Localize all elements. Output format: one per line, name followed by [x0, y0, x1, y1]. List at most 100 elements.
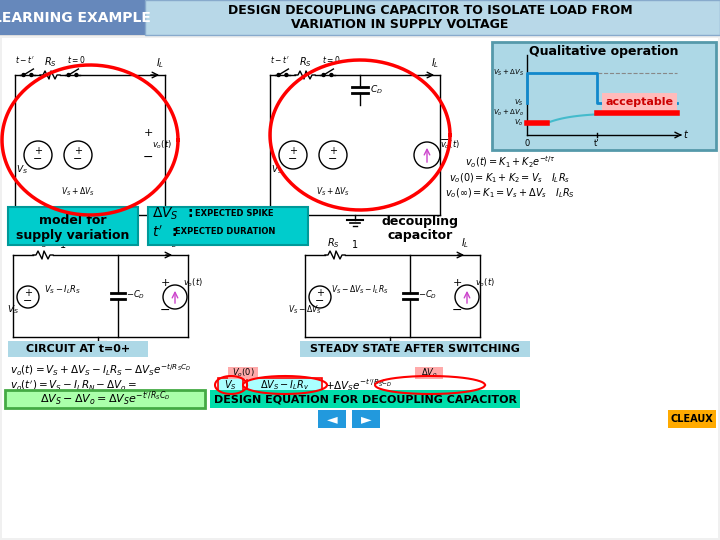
Bar	[8, 341, 148, 357]
Text: $V_o(0)$: $V_o(0)$	[232, 367, 254, 379]
Text: +: +	[316, 288, 324, 299]
Text: $V_S$: $V_S$	[7, 303, 19, 316]
Text: $\Delta V_S$  :: $\Delta V_S$ :	[152, 206, 194, 222]
Text: EXPECTED DURATION: EXPECTED DURATION	[175, 227, 275, 237]
Text: DESIGN DECOUPLING CAPACITOR TO ISOLATE LOAD FROM: DESIGN DECOUPLING CAPACITOR TO ISOLATE L…	[228, 4, 632, 17]
Text: DESIGN EQUATION FOR DECOUPLING CAPACITOR: DESIGN EQUATION FOR DECOUPLING CAPACITOR	[214, 394, 516, 404]
Text: $t'$  :: $t'$ :	[152, 225, 177, 240]
Text: +: +	[161, 278, 170, 288]
Text: $t=0$: $t=0$	[322, 54, 341, 65]
Text: $t-t^\prime$: $t-t^\prime$	[15, 54, 35, 65]
Text: −: −	[23, 296, 32, 306]
Bar	[0, 0, 720, 35]
Bar	[8, 207, 138, 245]
Text: $R_S$: $R_S$	[299, 55, 312, 69]
Bar	[602, 93, 677, 111]
Text: t: t	[683, 130, 687, 140]
Bar	[247, 378, 322, 392]
Bar	[415, 367, 443, 379]
Text: t': t'	[594, 139, 600, 148]
Bar	[352, 410, 380, 428]
Bar	[148, 207, 308, 245]
Text: LEARNING EXAMPLE: LEARNING EXAMPLE	[0, 11, 151, 25]
Text: $-C_D$: $-C_D$	[418, 289, 437, 301]
Text: −: −	[73, 154, 83, 164]
Text: STEADY STATE AFTER SWITCHING: STEADY STATE AFTER SWITCHING	[310, 344, 520, 354]
Text: −: −	[315, 296, 325, 306]
Text: $V_S+\Delta V_S$: $V_S+\Delta V_S$	[61, 185, 95, 198]
Text: $I_L$: $I_L$	[431, 56, 439, 70]
Text: $I_L$: $I_L$	[461, 236, 469, 250]
Text: $C_D$: $C_D$	[370, 84, 383, 96]
Circle shape	[322, 73, 325, 77]
Text: $V_S$: $V_S$	[16, 164, 28, 176]
Text: $+\Delta V_S e^{-t^\prime/R_S C_D}$: $+\Delta V_S e^{-t^\prime/R_S C_D}$	[325, 377, 392, 393]
Text: −: −	[288, 154, 297, 164]
Text: $I_L$: $I_L$	[169, 236, 177, 250]
Text: +: +	[74, 146, 82, 157]
Text: $V_S$: $V_S$	[514, 98, 524, 108]
Text: $R_S$: $R_S$	[35, 236, 48, 250]
Text: $V_S-I_L R_S$: $V_S-I_L R_S$	[45, 284, 81, 296]
Text: −: −	[160, 303, 170, 316]
Text: +: +	[143, 128, 153, 138]
Text: CLEAUX: CLEAUX	[670, 414, 714, 424]
Bar	[145, 0, 720, 35]
Bar	[218, 378, 243, 392]
Text: $V_o+\Delta V_o$: $V_o+\Delta V_o$	[493, 108, 524, 118]
Circle shape	[22, 73, 25, 77]
Text: +: +	[24, 288, 32, 299]
Circle shape	[285, 73, 288, 77]
Text: −: −	[440, 135, 449, 145]
Text: $\Delta V_S - I_L R_v$: $\Delta V_S - I_L R_v$	[260, 378, 310, 392]
Bar	[5, 390, 205, 408]
Text: −: −	[328, 154, 338, 164]
Text: supply variation: supply variation	[17, 228, 130, 241]
Text: $v_o(t')=V_S-I_L R_N-\Delta V_o=$: $v_o(t')=V_S-I_L R_N-\Delta V_o=$	[10, 378, 138, 392]
Text: +: +	[34, 146, 42, 157]
Text: +: +	[452, 278, 462, 288]
Text: $V_o$: $V_o$	[515, 118, 524, 128]
Text: $v_o(0)=K_1+K_2=V_s \quad I_L R_s$: $v_o(0)=K_1+K_2=V_s \quad I_L R_s$	[449, 171, 570, 185]
Text: $v_o(t)$: $v_o(t)$	[440, 139, 460, 151]
Text: 1: 1	[60, 240, 66, 250]
Text: $I_L$: $I_L$	[156, 56, 164, 70]
Text: EXPECTED SPIKE: EXPECTED SPIKE	[195, 210, 274, 219]
Text: $V_S-\Delta V_S$: $V_S-\Delta V_S$	[288, 303, 322, 316]
Text: $\Delta V_S-\Delta V_o=\Delta V_S e^{-t^\prime/R_S C_D}$: $\Delta V_S-\Delta V_o=\Delta V_S e^{-t^…	[40, 390, 171, 408]
Text: −: −	[33, 154, 42, 164]
Text: $R_S$: $R_S$	[44, 55, 56, 69]
Bar	[492, 42, 716, 150]
Text: ◄: ◄	[327, 412, 337, 426]
Text: acceptable: acceptable	[605, 97, 673, 107]
Bar	[300, 341, 530, 357]
Text: $v_o(t)$: $v_o(t)$	[152, 139, 172, 151]
Text: $V_S+\Delta V_S$: $V_S+\Delta V_S$	[316, 185, 350, 198]
Circle shape	[30, 73, 33, 77]
Bar	[0, 0, 145, 35]
Bar	[668, 410, 716, 428]
Circle shape	[330, 73, 333, 77]
Text: ►: ►	[361, 412, 372, 426]
Text: −: −	[451, 303, 462, 316]
Text: $v_o(t)=K_1+K_2e^{-t/\tau}$: $v_o(t)=K_1+K_2e^{-t/\tau}$	[464, 154, 556, 170]
Text: 1: 1	[352, 240, 358, 250]
Text: $V_S+\Delta V_S$: $V_S+\Delta V_S$	[492, 68, 524, 78]
Text: Qualitative operation: Qualitative operation	[529, 45, 679, 58]
Text: $t=0$: $t=0$	[67, 54, 86, 65]
Text: $t-t^\prime$: $t-t^\prime$	[270, 54, 289, 65]
Text: +: +	[329, 146, 337, 157]
Text: $\Delta V_o$: $\Delta V_o$	[420, 367, 437, 379]
Text: VARIATION IN SUPPLY VOLTAGE: VARIATION IN SUPPLY VOLTAGE	[292, 18, 509, 31]
Text: $V_S$: $V_S$	[271, 164, 283, 176]
Text: $v_o(\infty)=K_1=V_s+\Delta V_s \quad I_L R_S$: $v_o(\infty)=K_1=V_s+\Delta V_s \quad I_…	[445, 186, 575, 200]
Text: decoupling: decoupling	[382, 215, 459, 228]
Bar	[228, 367, 258, 379]
Text: $V_S$: $V_S$	[224, 378, 237, 392]
Circle shape	[277, 73, 280, 77]
Bar	[318, 410, 346, 428]
Text: $v_o(t)$: $v_o(t)$	[183, 276, 203, 289]
Text: capacitor: capacitor	[387, 228, 453, 241]
Text: $R_S$: $R_S$	[327, 236, 339, 250]
Text: 0: 0	[524, 139, 530, 148]
